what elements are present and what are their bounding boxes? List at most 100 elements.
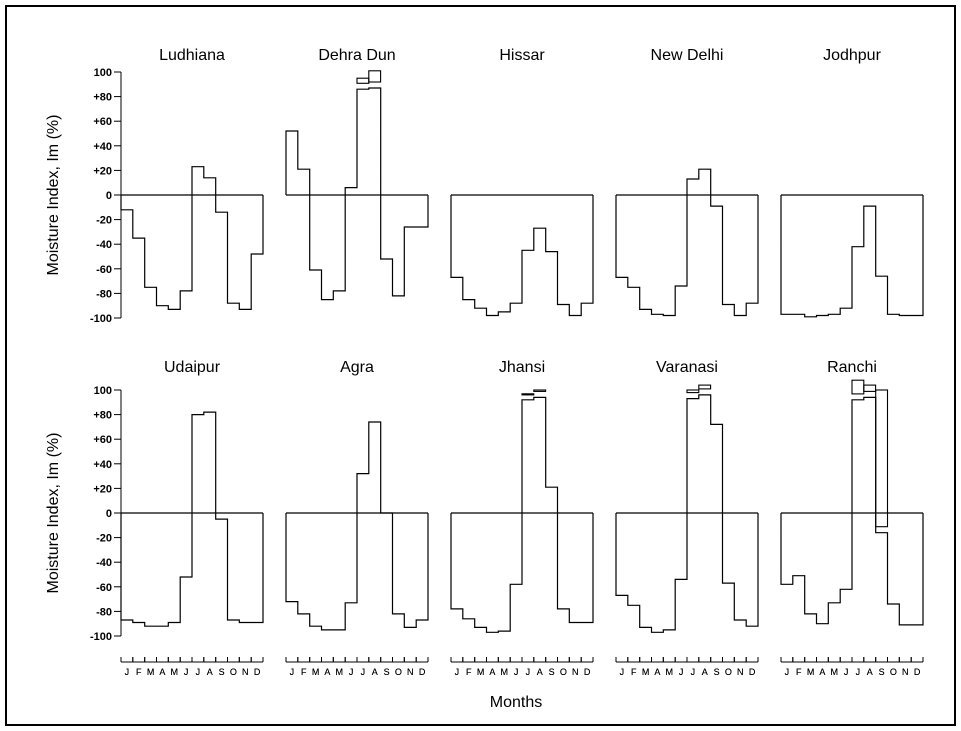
month-tick-label: M [501, 667, 509, 677]
month-tick-label: O [890, 667, 897, 677]
y-tick-label: +40 [93, 141, 112, 153]
month-tick-label: J [196, 667, 201, 677]
overflow-box [875, 389, 889, 528]
month-tick-label: O [230, 667, 237, 677]
panel-title: New Delhi [651, 47, 724, 64]
month-tick-label: J [349, 667, 354, 677]
month-tick-label: S [879, 667, 885, 677]
y-tick-label: -100 [90, 313, 112, 325]
month-tick-label: F [466, 667, 472, 677]
month-tick-label: J [679, 667, 684, 677]
month-tick-label: J [125, 667, 130, 677]
plot-layer: 100 +80 +60 +40 +20 0 -20 -40 -60 -80 -100 100 +80 +6… [90, 47, 924, 677]
moisture-step-line [780, 396, 924, 626]
month-tick-label: J [455, 667, 460, 677]
month-tick-label: M [666, 667, 674, 677]
panel-title: Dehra Dun [318, 47, 395, 64]
month-tick-label: D [584, 667, 591, 677]
moisture-step-line [120, 166, 264, 310]
month-tick-label: M [831, 667, 839, 677]
month-tick-label: J [785, 667, 790, 677]
month-tick-label: A [372, 667, 378, 677]
y-tick-label: 0 [106, 190, 112, 202]
month-tick-label: S [549, 667, 555, 677]
month-tick-label: J [455, 667, 460, 677]
month-tick-label: D [914, 667, 921, 677]
month-tick-label: J [514, 667, 519, 677]
month-tick-label: A [372, 667, 378, 677]
month-tick-label: M [147, 667, 155, 677]
month-tick-label: A [489, 667, 495, 677]
panel-title: Varanasi [656, 359, 718, 376]
month-tick-label: F [136, 667, 142, 677]
month-tick-label: F [466, 667, 472, 677]
y-tick-label: -100 [90, 631, 112, 643]
y-tick-label: -40 [96, 239, 112, 251]
overflow-box [521, 393, 535, 396]
overflow-box [533, 389, 547, 392]
y-tick-label: 100 [94, 67, 112, 79]
panel-title: Agra [340, 359, 374, 376]
month-tick-label: M [666, 667, 674, 677]
month-tick-label: J [856, 667, 861, 677]
month-tick-label: D [914, 667, 921, 677]
panel-title: Ludhiana [159, 47, 225, 64]
month-tick-label: A [819, 667, 825, 677]
overflow-box [368, 70, 382, 83]
panel-title: Udaipur [164, 359, 221, 376]
x-axis-label: Months [490, 694, 542, 711]
month-tick-label: M [642, 667, 650, 677]
month-tick-label: M [312, 667, 320, 677]
month-tick-label: M [171, 667, 179, 677]
month-tick-label: M [501, 667, 509, 677]
month-tick-label: O [560, 667, 567, 677]
month-tick-label: A [207, 667, 213, 677]
month-tick-label: A [324, 667, 330, 677]
month-tick-label: S [714, 667, 720, 677]
month-tick-label: A [819, 667, 825, 677]
month-tick-label: M [642, 667, 650, 677]
y-axis-label-bottom: Moisture Index, Im (%) [45, 433, 62, 594]
y-tick-label: -80 [96, 288, 112, 300]
overflow-box [698, 384, 712, 390]
month-tick-label: A [489, 667, 495, 677]
moisture-step-line [615, 394, 759, 633]
month-tick-label: J [290, 667, 295, 677]
month-tick-label: J [679, 667, 684, 677]
y-tick-label: 100 [94, 385, 112, 397]
month-tick-label: A [654, 667, 660, 677]
moisture-step-line [450, 396, 594, 633]
y-tick-label: +40 [93, 459, 112, 471]
moisture-step-line [450, 195, 594, 317]
y-tick-label: +20 [93, 483, 112, 495]
panel-title: Jodhpur [823, 47, 881, 64]
month-tick-label: F [796, 667, 802, 677]
y-axis-label-top: Moisture Index, Im (%) [45, 115, 62, 276]
moisture-step-line [615, 168, 759, 317]
month-tick-label: J [184, 667, 189, 677]
month-tick-label: S [549, 667, 555, 677]
month-tick-label: N [242, 667, 249, 677]
month-tick-label: A [867, 667, 873, 677]
month-tick-label: M [171, 667, 179, 677]
month-tick-label: A [654, 667, 660, 677]
month-tick-label: N [737, 667, 744, 677]
month-tick-label: O [230, 667, 237, 677]
month-tick-label: S [714, 667, 720, 677]
month-tick-label: J [620, 667, 625, 677]
panel-title: Jhansi [499, 359, 545, 376]
month-tick-label: D [584, 667, 591, 677]
month-tick-label: J [184, 667, 189, 677]
month-tick-label: A [537, 667, 543, 677]
y-tick-label: +80 [93, 410, 112, 422]
month-tick-label: F [796, 667, 802, 677]
month-tick-label: N [242, 667, 249, 677]
month-tick-label: O [725, 667, 732, 677]
month-tick-label: A [324, 667, 330, 677]
month-tick-label: M [807, 667, 815, 677]
month-tick-label: D [749, 667, 756, 677]
month-tick-label: M [807, 667, 815, 677]
moisture-step-line [780, 195, 924, 318]
moisture-step-line [120, 411, 264, 627]
